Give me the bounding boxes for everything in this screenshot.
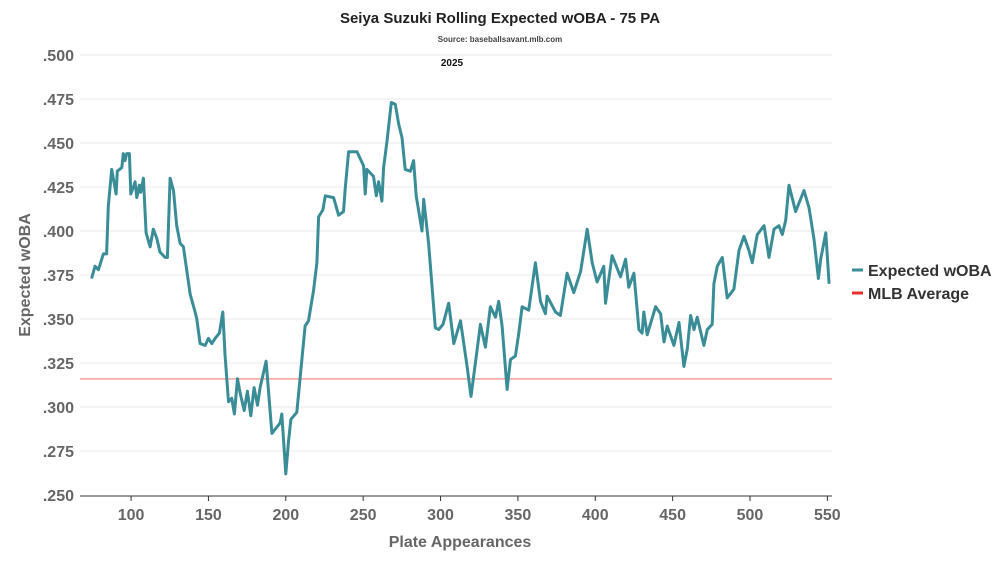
x-tick-label: 100: [118, 507, 145, 524]
y-axis-label: Expected wOBA: [17, 213, 34, 337]
year-annotation: 2025: [441, 58, 464, 69]
legend-label-mlb-average: MLB Average: [868, 286, 969, 303]
x-tick-label: 150: [195, 507, 222, 524]
legend: Expected wOBA MLB Average: [852, 263, 992, 303]
x-tick-label: 200: [272, 507, 299, 524]
y-tick-label: .325: [43, 356, 74, 373]
y-tick-label: .450: [43, 136, 74, 153]
chart-title: Seiya Suzuki Rolling Expected wOBA - 75 …: [340, 10, 660, 27]
x-tick-label: 350: [505, 507, 532, 524]
gridlines: [80, 54, 832, 452]
y-tick-label: .500: [43, 48, 74, 65]
y-tick-label: .475: [43, 92, 74, 109]
x-tick-label: 300: [427, 507, 454, 524]
expected-woba-line: [90, 101, 831, 476]
y-tick-label: .275: [43, 444, 74, 461]
y-tick-label: .400: [43, 224, 74, 241]
y-tick-label: .425: [43, 180, 74, 197]
x-tick-label: 400: [582, 507, 609, 524]
x-axis-label: Plate Appearances: [389, 534, 532, 551]
y-tick-label: .350: [43, 312, 74, 329]
x-tick-label: 500: [737, 507, 764, 524]
legend-item-expected-woba[interactable]: Expected wOBA: [852, 263, 992, 280]
y-tick-label: .375: [43, 268, 74, 285]
y-axis-ticks: .250 .275 .300 .325 .350 .375 .400 .425 .450 .475…: [43, 48, 74, 505]
x-tick-label: 550: [814, 507, 841, 524]
chart-subtitle: Source: baseballsavant.mlb.com: [438, 35, 563, 44]
legend-item-mlb-average[interactable]: MLB Average: [852, 286, 969, 303]
x-tick-label: 250: [350, 507, 377, 524]
y-tick-label: .250: [43, 488, 74, 505]
x-axis-ticks: 100 150 200 250 300 350 400 450 500 550: [118, 496, 841, 524]
x-tick-label: 450: [659, 507, 686, 524]
y-tick-label: .300: [43, 400, 74, 417]
legend-label-expected-woba: Expected wOBA: [868, 263, 992, 280]
